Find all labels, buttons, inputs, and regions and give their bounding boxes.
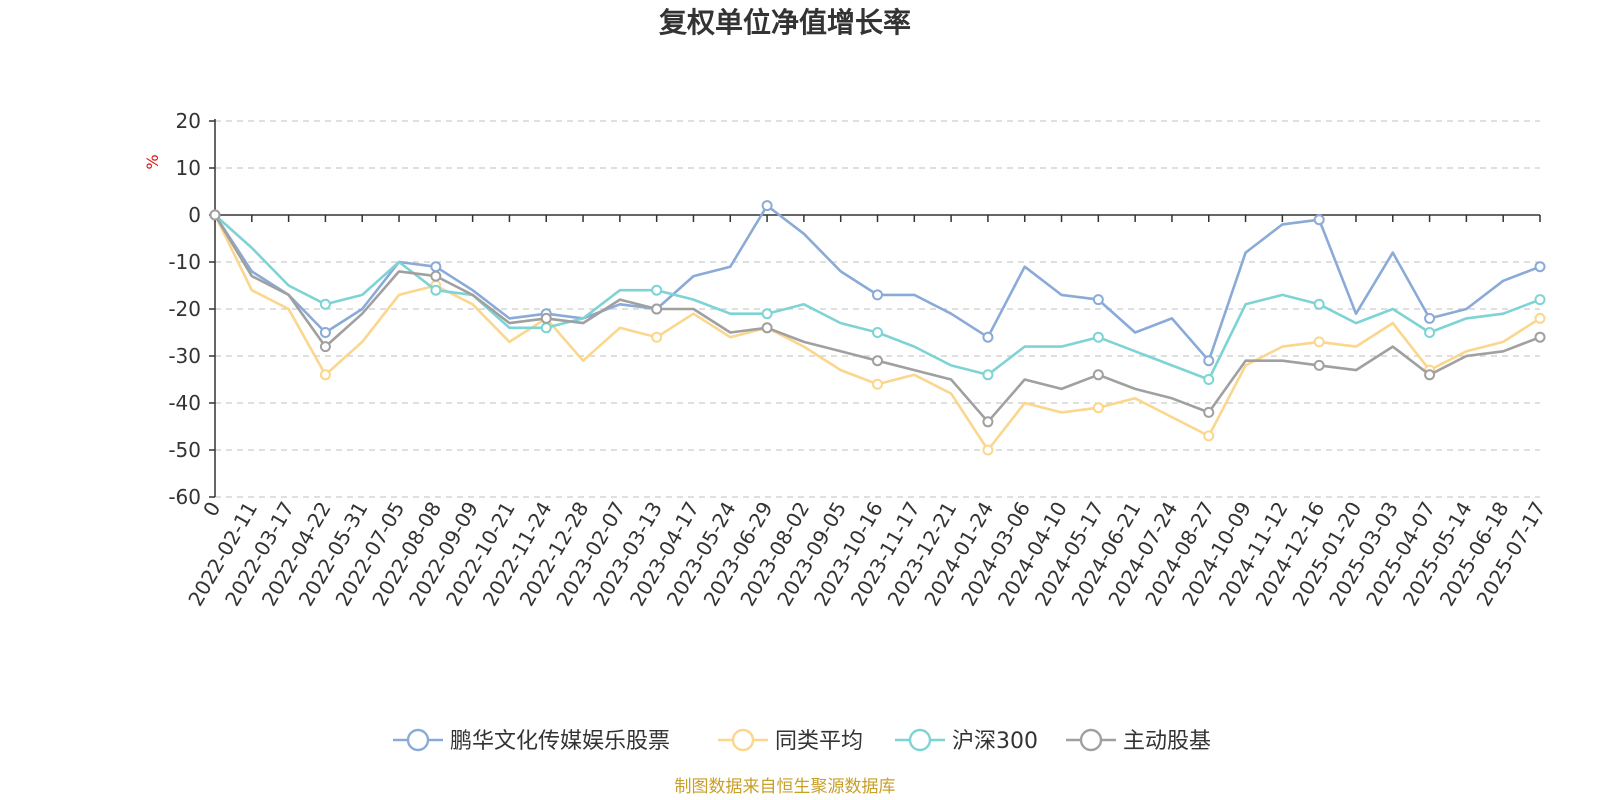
data-point	[1534, 312, 1546, 324]
data-point	[1534, 261, 1546, 273]
y-tick-label: 0	[188, 203, 201, 227]
legend-label[interactable]: 鹏华文化传媒娱乐股票	[450, 729, 670, 754]
data-point	[1203, 406, 1215, 418]
y-tick-label: -30	[168, 344, 201, 368]
data-point	[1203, 430, 1215, 442]
x-tick-label: 0	[198, 498, 225, 521]
legend-label[interactable]: 沪深300	[952, 729, 1038, 754]
y-tick-label: -60	[168, 485, 201, 509]
legend-marker	[406, 728, 430, 752]
data-point	[982, 416, 994, 428]
data-point	[1203, 355, 1215, 367]
y-tick-label: 10	[176, 156, 201, 180]
legend-label[interactable]: 主动股基	[1123, 729, 1211, 754]
data-point	[872, 378, 883, 390]
y-axis-unit: %	[143, 154, 162, 169]
data-point	[1313, 214, 1325, 226]
data-point	[761, 308, 773, 320]
data-point	[1313, 336, 1325, 348]
y-tick-labels: 20 10 0 -10 -20 -30 -40 -50 -60	[168, 109, 201, 509]
series-layer	[209, 200, 1546, 456]
data-point	[430, 270, 442, 282]
legend-label[interactable]: 同类平均	[775, 729, 863, 754]
data-point	[1424, 327, 1436, 338]
data-point	[430, 284, 442, 296]
data-point	[1534, 331, 1546, 343]
series-line-3	[213, 214, 1541, 424]
data-point	[319, 327, 331, 338]
y-tick-label: -40	[168, 391, 201, 415]
legend-marker	[908, 728, 932, 752]
data-point	[982, 444, 994, 456]
data-point	[540, 322, 552, 334]
y-tick-label: -10	[168, 250, 201, 274]
data-point	[540, 312, 552, 324]
source-note: 制图数据来自恒生聚源数据库	[675, 777, 896, 797]
data-point	[872, 327, 883, 338]
y-tick-label: -20	[168, 297, 201, 321]
data-point	[1424, 369, 1436, 381]
data-point	[1092, 331, 1104, 343]
legend-marker	[731, 728, 755, 752]
data-point	[430, 261, 442, 273]
x-tick-labels: 02022-02-112022-03-172022-04-222022-05-3…	[183, 498, 1550, 611]
data-point	[982, 331, 994, 343]
data-point	[761, 322, 773, 334]
data-point	[872, 355, 883, 367]
data-point	[761, 200, 773, 212]
data-point	[1092, 294, 1104, 306]
data-point	[651, 303, 663, 315]
y-tick-label: 20	[176, 109, 201, 133]
data-point	[1203, 374, 1215, 385]
data-point	[1313, 359, 1325, 371]
data-point	[1534, 294, 1546, 306]
data-point	[209, 209, 221, 221]
y-tick-label: -50	[168, 438, 201, 462]
data-point	[1313, 298, 1325, 310]
data-point	[651, 284, 663, 296]
data-point	[319, 369, 331, 381]
legend-marker	[1079, 728, 1103, 752]
data-point	[319, 341, 331, 353]
data-point	[982, 369, 994, 381]
legend: 鹏华文化传媒娱乐股票 同类平均 沪深300 主动股基	[393, 728, 1211, 754]
data-point	[319, 298, 331, 310]
data-point	[1092, 369, 1104, 381]
data-point	[872, 289, 883, 301]
axes	[209, 119, 1541, 498]
grid-lines	[215, 120, 1540, 498]
data-point	[651, 331, 663, 343]
chart-title: 复权单位净值增长率	[659, 6, 911, 39]
data-point	[1424, 312, 1436, 324]
data-point	[1092, 402, 1104, 414]
